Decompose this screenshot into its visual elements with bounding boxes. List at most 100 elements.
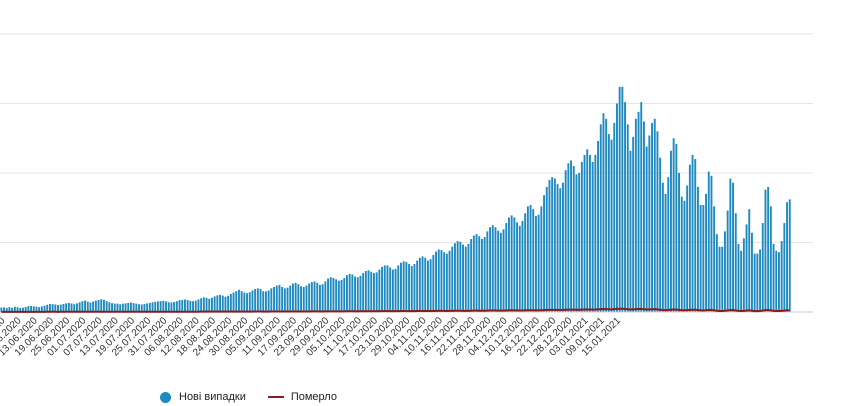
bar-new-cases[interactable] — [267, 290, 270, 312]
legend-item-new-cases[interactable]: Нові випадки — [160, 391, 246, 403]
bar-new-cases[interactable] — [348, 273, 351, 312]
bar-new-cases[interactable] — [300, 286, 302, 312]
bar-new-cases[interactable] — [691, 154, 694, 312]
bar-new-cases[interactable] — [664, 193, 667, 312]
bar-new-cases[interactable] — [275, 285, 278, 312]
bar-new-cases[interactable] — [11, 307, 14, 312]
bar-new-cases[interactable] — [489, 227, 491, 312]
bar-new-cases[interactable] — [683, 200, 686, 312]
bar-new-cases[interactable] — [694, 159, 697, 312]
bar-new-cases[interactable] — [651, 122, 653, 313]
bar-new-cases[interactable] — [364, 271, 367, 312]
bar-new-cases[interactable] — [629, 150, 632, 312]
bar-new-cases[interactable] — [367, 270, 370, 312]
bar-new-cases[interactable] — [408, 264, 410, 312]
bar-new-cases[interactable] — [313, 281, 316, 312]
bar-new-cases[interactable] — [510, 215, 513, 312]
bar-new-cases[interactable] — [94, 300, 97, 312]
bar-new-cases[interactable] — [49, 303, 51, 312]
bar-new-cases[interactable] — [599, 124, 602, 312]
bar-new-cases[interactable] — [335, 279, 338, 312]
bar-new-cases[interactable] — [634, 118, 637, 312]
bar-new-cases[interactable] — [138, 304, 140, 312]
bar-new-cases[interactable] — [405, 261, 408, 312]
bar-new-cases[interactable] — [232, 292, 235, 312]
bar-new-cases[interactable] — [192, 301, 194, 312]
bar-new-cases[interactable] — [499, 232, 502, 312]
bar-new-cases[interactable] — [780, 241, 783, 312]
bar-new-cases[interactable] — [559, 188, 562, 312]
bar-new-cases[interactable] — [591, 161, 594, 312]
bar-new-cases[interactable] — [478, 236, 481, 312]
bar-new-cases[interactable] — [443, 252, 446, 312]
bar-new-cases[interactable] — [143, 303, 146, 312]
bar-new-cases[interactable] — [437, 249, 440, 312]
bar-new-cases[interactable] — [699, 204, 702, 312]
bar-new-cases[interactable] — [132, 303, 135, 312]
bar-new-cases[interactable] — [767, 186, 770, 312]
bar-new-cases[interactable] — [383, 265, 386, 312]
bar-new-cases[interactable] — [24, 307, 27, 312]
bar-new-cases[interactable] — [537, 214, 540, 312]
bar-new-cases[interactable] — [624, 102, 626, 312]
bar-new-cases[interactable] — [13, 306, 16, 312]
bar-new-cases[interactable] — [505, 223, 508, 312]
bar-new-cases[interactable] — [421, 256, 424, 312]
bar-new-cases[interactable] — [567, 163, 570, 312]
bar-new-cases[interactable] — [278, 284, 281, 312]
bar-new-cases[interactable] — [167, 302, 170, 312]
bar-new-cases[interactable] — [310, 282, 313, 312]
bar-new-cases[interactable] — [653, 118, 656, 312]
bar-new-cases[interactable] — [151, 302, 154, 312]
bar-new-cases[interactable] — [51, 304, 54, 312]
bar-new-cases[interactable] — [305, 285, 308, 312]
bar-new-cases[interactable] — [775, 250, 778, 312]
bar-new-cases[interactable] — [238, 289, 240, 312]
bar-new-cases[interactable] — [772, 243, 775, 312]
bar-new-cases[interactable] — [105, 301, 108, 312]
bar-new-cases[interactable] — [586, 149, 589, 312]
bar-new-cases[interactable] — [119, 304, 122, 312]
bar-new-cases[interactable] — [556, 184, 559, 312]
bar-new-cases[interactable] — [124, 303, 127, 312]
bar-new-cases[interactable] — [745, 224, 748, 312]
bar-new-cases[interactable] — [470, 239, 473, 312]
bar-new-cases[interactable] — [548, 179, 551, 312]
bar-new-cases[interactable] — [324, 281, 327, 312]
bar-new-cases[interactable] — [321, 284, 324, 312]
bar-new-cases[interactable] — [292, 283, 294, 313]
bar-new-cases[interactable] — [467, 243, 470, 312]
bar-new-cases[interactable] — [459, 241, 462, 312]
bar-new-cases[interactable] — [734, 213, 737, 312]
bar-new-cases[interactable] — [202, 297, 205, 312]
bar-new-cases[interactable] — [464, 246, 467, 312]
bar-new-cases[interactable] — [756, 253, 759, 312]
bar-new-cases[interactable] — [205, 297, 208, 312]
bar-new-cases[interactable] — [697, 186, 699, 312]
bar-new-cases[interactable] — [5, 307, 8, 312]
bar-new-cases[interactable] — [618, 86, 621, 312]
bar-new-cases[interactable] — [737, 243, 740, 312]
bar-new-cases[interactable] — [162, 300, 165, 312]
bar-new-cases[interactable] — [675, 143, 678, 312]
bar-new-cases[interactable] — [686, 185, 689, 312]
bar-new-cases[interactable] — [732, 182, 734, 312]
bar-new-cases[interactable] — [778, 252, 780, 312]
bar-new-cases[interactable] — [607, 134, 610, 312]
bar-new-cases[interactable] — [416, 260, 419, 312]
bar-new-cases[interactable] — [410, 266, 413, 312]
bar-new-cases[interactable] — [30, 306, 32, 312]
bar-new-cases[interactable] — [616, 103, 618, 313]
bar-new-cases[interactable] — [605, 118, 608, 312]
bar-new-cases[interactable] — [35, 306, 38, 312]
bar-new-cases[interactable] — [400, 262, 402, 312]
bar-new-cases[interactable] — [418, 257, 421, 312]
bar-new-cases[interactable] — [788, 199, 791, 312]
bar-new-cases[interactable] — [308, 283, 311, 313]
bar-new-cases[interactable] — [173, 301, 176, 312]
bar-new-cases[interactable] — [389, 267, 392, 312]
bar-new-cases[interactable] — [570, 160, 572, 312]
bar-new-cases[interactable] — [319, 284, 321, 312]
bar-new-cases[interactable] — [632, 136, 635, 312]
bar-new-cases[interactable] — [535, 216, 537, 312]
